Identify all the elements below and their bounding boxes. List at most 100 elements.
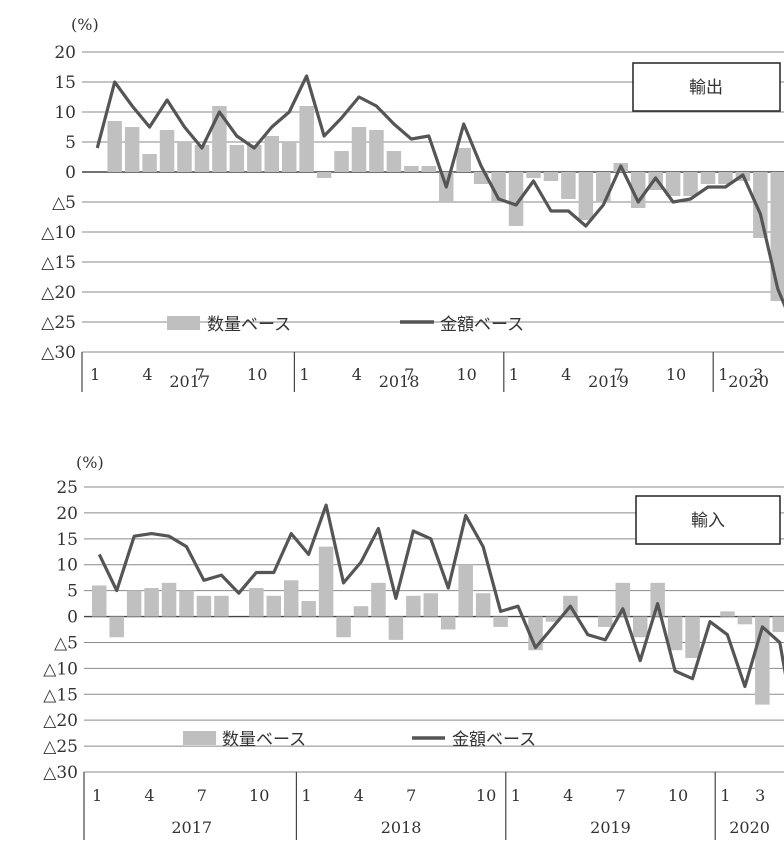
- year-label: 2018: [379, 372, 420, 391]
- bar: [543, 172, 559, 181]
- exports-title-box: 輸出: [632, 62, 781, 112]
- bar: [249, 588, 264, 617]
- bar: [772, 616, 784, 633]
- month-tick-label: 4: [142, 365, 152, 384]
- y-tick-label: △25: [41, 313, 76, 333]
- y-tick-label: 20: [56, 504, 78, 524]
- bar: [144, 588, 159, 617]
- imports-bars-quantity: [92, 546, 784, 705]
- month-tick-label: 7: [404, 365, 414, 384]
- bar: [685, 616, 700, 658]
- month-tick-label: 4: [144, 786, 154, 805]
- y-tick-label: △5: [54, 633, 78, 653]
- legend-bar-label: 数量ベース: [207, 315, 291, 335]
- y-tick-label: △20: [43, 711, 78, 731]
- bar: [421, 166, 437, 172]
- month-tick-label: 1: [92, 786, 102, 805]
- bar: [508, 172, 524, 226]
- imports-y-axis: 25 20 15 10 5 0 △5 △10 △15 △20 △25 △30: [43, 478, 78, 783]
- y-tick-label: △5: [52, 193, 76, 213]
- bar: [107, 121, 122, 172]
- legend-line-label: 金額ベース: [440, 315, 524, 335]
- month-tick-label: 1: [509, 365, 519, 384]
- y-tick-label: △10: [41, 223, 76, 243]
- bar: [404, 166, 419, 172]
- y-tick-label: △25: [43, 737, 78, 757]
- bar: [561, 172, 576, 199]
- exports-line-value: [95, 74, 784, 309]
- year-label: 2020: [729, 818, 770, 837]
- year-label: 2017: [169, 372, 210, 391]
- bar: [196, 595, 212, 617]
- bar: [351, 127, 367, 172]
- y-tick-label: 10: [54, 103, 76, 123]
- y-tick-label: △15: [41, 253, 76, 273]
- legend-line-label: 金額ベース: [452, 730, 536, 750]
- year-label: 2017: [171, 818, 212, 837]
- y-tick-label: 0: [65, 163, 76, 183]
- bar: [229, 145, 245, 172]
- bar: [299, 106, 314, 172]
- year-label: 2019: [588, 372, 629, 391]
- bar: [159, 130, 175, 172]
- month-tick-label: 7: [197, 786, 207, 805]
- bar: [212, 106, 227, 172]
- imports-title-box: 輸入: [635, 495, 781, 545]
- y-tick-label: 10: [56, 556, 78, 576]
- month-tick-label: 10: [476, 786, 496, 805]
- bar: [369, 130, 384, 172]
- bar: [177, 142, 192, 172]
- y-tick-label: 0: [67, 608, 78, 628]
- month-tick-label: 1: [301, 786, 311, 805]
- bar: [124, 127, 140, 172]
- bar: [283, 580, 299, 617]
- exports-title-label: 輸出: [689, 78, 723, 98]
- bar: [667, 616, 683, 651]
- bar: [475, 593, 491, 617]
- bar: [266, 595, 281, 617]
- month-tick-label: 7: [616, 786, 626, 805]
- bar: [371, 582, 386, 617]
- bar: [683, 172, 698, 196]
- month-tick-label: 1: [511, 786, 521, 805]
- y-tick-label: 25: [56, 478, 78, 498]
- bar: [441, 616, 456, 630]
- month-tick-label: 10: [247, 365, 267, 384]
- bar: [353, 606, 369, 617]
- bar: [700, 172, 716, 184]
- month-tick-label: 10: [249, 786, 269, 805]
- month-tick-label: 10: [668, 786, 688, 805]
- y-tick-label: 15: [56, 530, 78, 550]
- y-tick-label: △30: [43, 763, 78, 783]
- month-tick-label: 1: [718, 365, 728, 384]
- bar: [578, 172, 594, 220]
- year-label: 2019: [590, 818, 631, 837]
- bar: [720, 611, 735, 617]
- month-tick-label: 7: [406, 786, 416, 805]
- y-tick-label: △15: [43, 685, 78, 705]
- imports-legend: 数量ベース 金額ベース: [183, 730, 536, 750]
- month-tick-label: 1: [90, 365, 100, 384]
- y-tick-label: △20: [41, 283, 76, 303]
- bar: [214, 595, 229, 617]
- imports-panel: (%) 25 20 15 10 5 0 △5 △10 △15 △20 △25 △30 2017 2018…: [43, 453, 784, 840]
- month-tick-label: 4: [561, 365, 571, 384]
- bar: [316, 172, 332, 178]
- y-tick-label: △10: [43, 659, 78, 679]
- month-tick-label: 7: [195, 365, 205, 384]
- bar: [545, 616, 561, 622]
- bar: [281, 142, 297, 172]
- bar: [718, 172, 733, 184]
- bar: [179, 590, 194, 617]
- bar: [753, 172, 768, 238]
- month-tick-label: 10: [456, 365, 476, 384]
- bar: [598, 616, 613, 627]
- bar: [247, 145, 262, 172]
- exports-bars-quantity: [107, 106, 784, 301]
- y-tick-label: 5: [65, 133, 76, 153]
- bar: [458, 564, 473, 617]
- month-tick-label: 10: [666, 365, 686, 384]
- bar: [109, 616, 124, 638]
- bar: [456, 148, 471, 172]
- bar: [423, 593, 439, 617]
